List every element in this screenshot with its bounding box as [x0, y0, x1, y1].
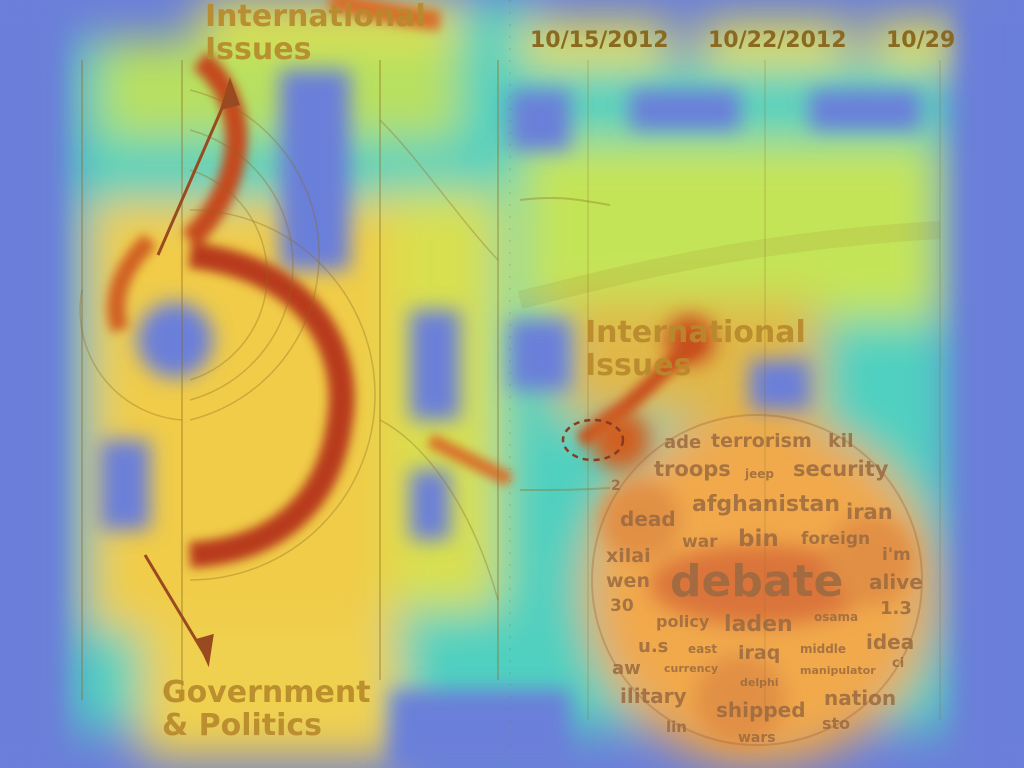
word-cloud-word: 2	[611, 478, 621, 494]
word-cloud-word: wars	[738, 730, 776, 746]
word-cloud-word: 1.3	[880, 598, 912, 619]
word-cloud-word: iraq	[738, 642, 781, 664]
left-top-topic-label: International Issues	[205, 0, 426, 66]
right-topic-text: International Issues	[585, 315, 806, 383]
word-cloud-word: kil	[828, 430, 854, 452]
word-cloud-word: jeep	[745, 467, 774, 481]
word-cloud-word: manipulator	[800, 664, 876, 677]
word-cloud-word: idea	[866, 630, 915, 654]
word-cloud-word: iran	[846, 500, 893, 524]
left-bottom-topic-text: Government & Politics	[162, 675, 371, 743]
word-cloud-word: nation	[824, 686, 897, 710]
timeline-date-2: 10/22/2012	[708, 28, 847, 53]
word-cloud-word: 30	[610, 596, 634, 616]
word-cloud-word: wen	[606, 570, 650, 592]
word-cloud-word: troops	[654, 457, 731, 481]
word-cloud-word: foreign	[801, 529, 871, 549]
right-topic-label: International Issues	[585, 316, 806, 382]
word-cloud-word: ci	[892, 656, 905, 671]
word-cloud-word: terrorism	[711, 430, 812, 452]
timeline-date-1: 10/15/2012	[530, 28, 669, 53]
word-cloud-word: ade	[664, 432, 702, 453]
word-cloud-word: lin	[666, 718, 687, 736]
word-cloud-word: security	[793, 457, 889, 481]
word-cloud-word: u.s	[638, 636, 669, 657]
word-cloud-word: aw	[612, 658, 641, 679]
word-cloud-word: ilitary	[620, 684, 687, 708]
word-cloud-word: dead	[620, 507, 676, 531]
word-cloud-word: osama	[814, 610, 859, 624]
word-cloud-word: i'm	[882, 545, 911, 565]
word-cloud-word: xilai	[606, 545, 651, 567]
word-cloud-word: middle	[800, 642, 847, 656]
word-cloud-word: afghanistan	[692, 492, 840, 517]
word-cloud-word: currency	[664, 662, 719, 675]
word-cloud-word: debate	[670, 556, 844, 607]
word-cloud-word: delphi	[740, 676, 779, 689]
word-cloud-word: war	[682, 532, 718, 552]
word-cloud-word: policy	[656, 612, 710, 631]
left-top-topic-text: International Issues	[205, 0, 426, 67]
left-bottom-topic-label: Government & Politics	[162, 676, 371, 742]
word-cloud-word: laden	[724, 612, 793, 637]
word-cloud-word: bin	[738, 526, 779, 552]
timeline-date-3: 10/29	[886, 28, 956, 53]
word-cloud-word: alive	[869, 570, 923, 594]
word-cloud-word: shipped	[716, 698, 806, 722]
word-cloud-word: sto	[822, 714, 851, 733]
word-cloud-word: east	[688, 642, 718, 656]
